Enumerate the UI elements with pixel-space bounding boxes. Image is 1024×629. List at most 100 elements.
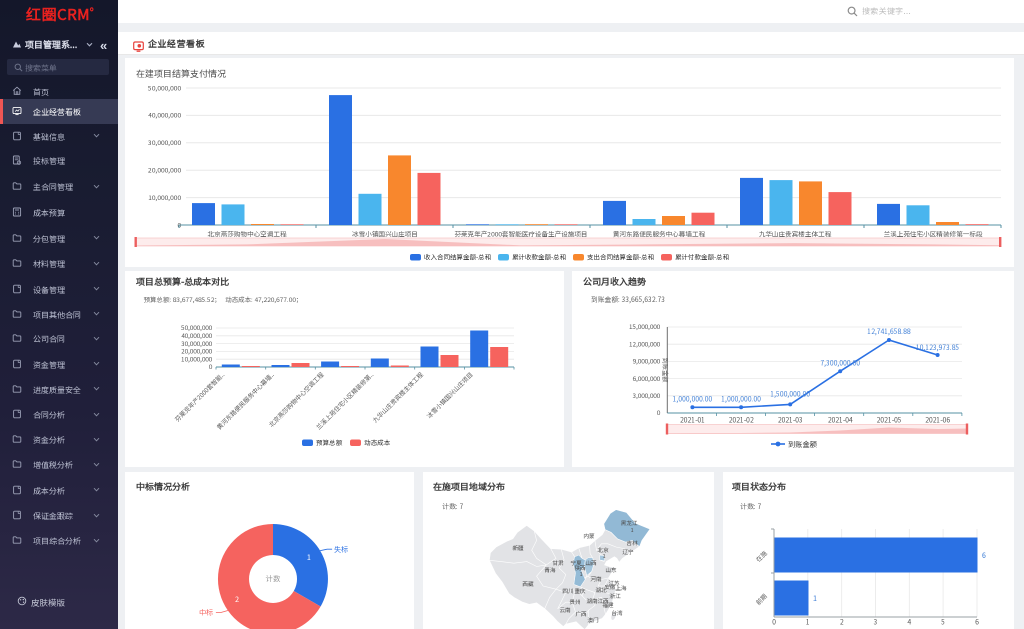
svg-text:12,741,658.88: 12,741,658.88 [867, 326, 911, 336]
svg-text:2021-06: 2021-06 [924, 415, 950, 425]
svg-text:4: 4 [907, 617, 911, 627]
svg-text:四川: 四川 [562, 587, 574, 595]
svg-text:北京: 北京 [596, 546, 608, 554]
svg-text:青海: 青海 [544, 566, 556, 574]
svg-text:山西: 山西 [585, 559, 597, 567]
svg-text:北京燕莎购物中心空调工程: 北京燕莎购物中心空调工程 [207, 229, 287, 239]
svg-text:河南: 河南 [590, 575, 602, 583]
svg-text:中标: 中标 [199, 608, 213, 618]
svg-text:30,000,000: 30,000,000 [147, 137, 181, 147]
svg-text:1: 1 [307, 552, 311, 563]
svg-text:40,000,000: 40,000,000 [181, 331, 212, 340]
svg-text:甘肃: 甘肃 [552, 559, 564, 567]
svg-text:6: 6 [975, 617, 979, 627]
svg-text:累计付款金额-总和: 累计付款金额-总和 [675, 252, 729, 262]
svg-text:2: 2 [235, 594, 240, 605]
svg-text:预算总额: 预算总额 [316, 437, 343, 447]
svg-text:2021-02: 2021-02 [728, 415, 754, 425]
svg-text:辽宁: 辽宁 [622, 548, 634, 556]
svg-text:黄河东路便民服务中心幕墙工程: 黄河东路便民服务中心幕墙工程 [613, 229, 706, 239]
svg-text:失标: 失标 [333, 545, 348, 555]
svg-text:吉林: 吉林 [626, 539, 638, 547]
svg-text:陕西: 陕西 [574, 564, 586, 572]
svg-text:黑龙江: 黑龙江 [621, 519, 638, 527]
svg-text:2021-05: 2021-05 [876, 415, 902, 425]
svg-text:江苏: 江苏 [608, 579, 620, 587]
svg-text:山东: 山东 [605, 566, 617, 574]
svg-text:累计收款金额-总和: 累计收款金额-总和 [512, 252, 566, 262]
svg-text:到账金额: 到账金额 [788, 440, 818, 450]
svg-text:0: 0 [772, 617, 776, 627]
svg-text:1: 1 [602, 552, 605, 560]
svg-text:芬莱克年产2000套智能医疗设备生产设施项目: 芬莱克年产2000套智能医疗设备生产设施项目 [454, 229, 587, 239]
svg-text:6: 6 [982, 551, 986, 561]
svg-text:在施项目地域分布: 在施项目地域分布 [433, 480, 506, 493]
svg-text:10,000,000: 10,000,000 [181, 354, 212, 363]
svg-text:广西: 广西 [575, 610, 587, 618]
svg-text:冰雪小镇国兴山庄项目: 冰雪小镇国兴山庄项目 [352, 229, 418, 239]
svg-text:2021-03: 2021-03 [777, 415, 803, 425]
svg-text:计数: 7: 计数: 7 [740, 502, 762, 512]
svg-text:计数: 7: 计数: 7 [442, 502, 464, 512]
svg-text:到账金额: 33,665,632.73: 到账金额: 33,665,632.73 [591, 294, 665, 304]
svg-text:新疆: 新疆 [512, 544, 524, 552]
svg-text:贵州: 贵州 [569, 598, 581, 606]
svg-text:前期: 前期 [754, 592, 769, 607]
svg-text:兰溪上苑住宅小区精装修第..: 兰溪上苑住宅小区精装修第.. [314, 370, 375, 431]
svg-text:10,000,000: 10,000,000 [148, 192, 181, 202]
svg-text:1: 1 [630, 526, 633, 534]
svg-text:2021-04: 2021-04 [827, 415, 853, 425]
svg-text:九华山庄贵宾楼主体工程: 九华山庄贵宾楼主体工程 [759, 229, 832, 239]
svg-text:芬莱克年产2000套智能..: 芬莱克年产2000套智能.. [173, 370, 227, 424]
svg-text:5: 5 [941, 617, 945, 627]
svg-text:台湾: 台湾 [611, 609, 623, 617]
svg-text:0: 0 [209, 362, 212, 371]
svg-text:预算总额: 83,677,485.52； 动态成本: 4: 预算总额: 83,677,485.52； 动态成本: 47,220,677.00… [144, 294, 303, 304]
svg-text:12,000,000: 12,000,000 [629, 339, 660, 348]
svg-text:在施: 在施 [754, 548, 770, 564]
svg-text:1: 1 [813, 594, 817, 604]
svg-text:40,000,000: 40,000,000 [148, 110, 181, 120]
svg-text:收入合同结算金额-总和: 收入合同结算金额-总和 [424, 252, 491, 262]
svg-text:九华山庄贵宾楼主体工程: 九华山庄贵宾楼主体工程 [370, 370, 424, 424]
svg-text:15,000,000: 15,000,000 [629, 322, 660, 331]
svg-text:0: 0 [657, 408, 660, 417]
svg-text:云南: 云南 [559, 606, 571, 614]
svg-text:3,000,000: 3,000,000 [633, 391, 660, 400]
svg-text:20,000,000: 20,000,000 [147, 165, 181, 175]
svg-text:北京燕莎购物中心空调工程: 北京燕莎购物中心空调工程 [267, 370, 326, 429]
svg-text:冰雪小镇国兴山庄项目: 冰雪小镇国兴山庄项目 [424, 370, 475, 421]
svg-text:支出合同结算金额-总和: 支出合同结算金额-总和 [587, 252, 654, 262]
svg-text:江西: 江西 [597, 597, 609, 605]
svg-text:上海: 上海 [615, 584, 627, 592]
svg-text:在建项目结算支付情况: 在建项目结算支付情况 [136, 67, 226, 80]
svg-text:7,300,000.00: 7,300,000.00 [820, 358, 860, 368]
svg-text:50,000,000: 50,000,000 [147, 82, 181, 92]
svg-text:动态成本: 动态成本 [364, 437, 391, 447]
svg-text:重庆: 重庆 [574, 587, 586, 595]
svg-text:3: 3 [873, 617, 878, 627]
svg-text:10,123,973.85: 10,123,973.85 [916, 342, 960, 352]
svg-text:9,000,000: 9,000,000 [633, 357, 660, 366]
svg-text:1,500,000.00: 1,500,000.00 [770, 389, 810, 399]
svg-text:公司月收入趋势: 公司月收入趋势 [583, 275, 646, 288]
svg-text:西藏: 西藏 [522, 580, 534, 588]
svg-text:兰溪上苑住宅小区精装修第一标段: 兰溪上苑住宅小区精装修第一标段 [884, 229, 983, 239]
svg-text:湖南: 湖南 [586, 597, 598, 605]
svg-text:50,000,000: 50,000,000 [180, 323, 212, 332]
svg-text:30,000,000: 30,000,000 [181, 339, 212, 348]
svg-text:内蒙: 内蒙 [583, 532, 595, 540]
svg-text:湖北: 湖北 [595, 586, 607, 594]
svg-text:项目状态分布: 项目状态分布 [731, 480, 787, 493]
svg-text:2021-01: 2021-01 [679, 415, 705, 425]
svg-text:中标情况分析: 中标情况分析 [136, 480, 191, 493]
svg-text:20,000,000: 20,000,000 [181, 347, 212, 356]
svg-text:宁夏: 宁夏 [570, 559, 582, 567]
svg-text:1: 1 [579, 570, 582, 578]
svg-text:1,000,000.00: 1,000,000.00 [721, 394, 761, 404]
svg-text:计数: 计数 [266, 574, 281, 585]
svg-text:浙江: 浙江 [609, 592, 621, 600]
svg-text:到账金额: 到账金额 [661, 358, 670, 384]
svg-text:0: 0 [177, 219, 181, 229]
svg-text:1: 1 [806, 617, 810, 627]
